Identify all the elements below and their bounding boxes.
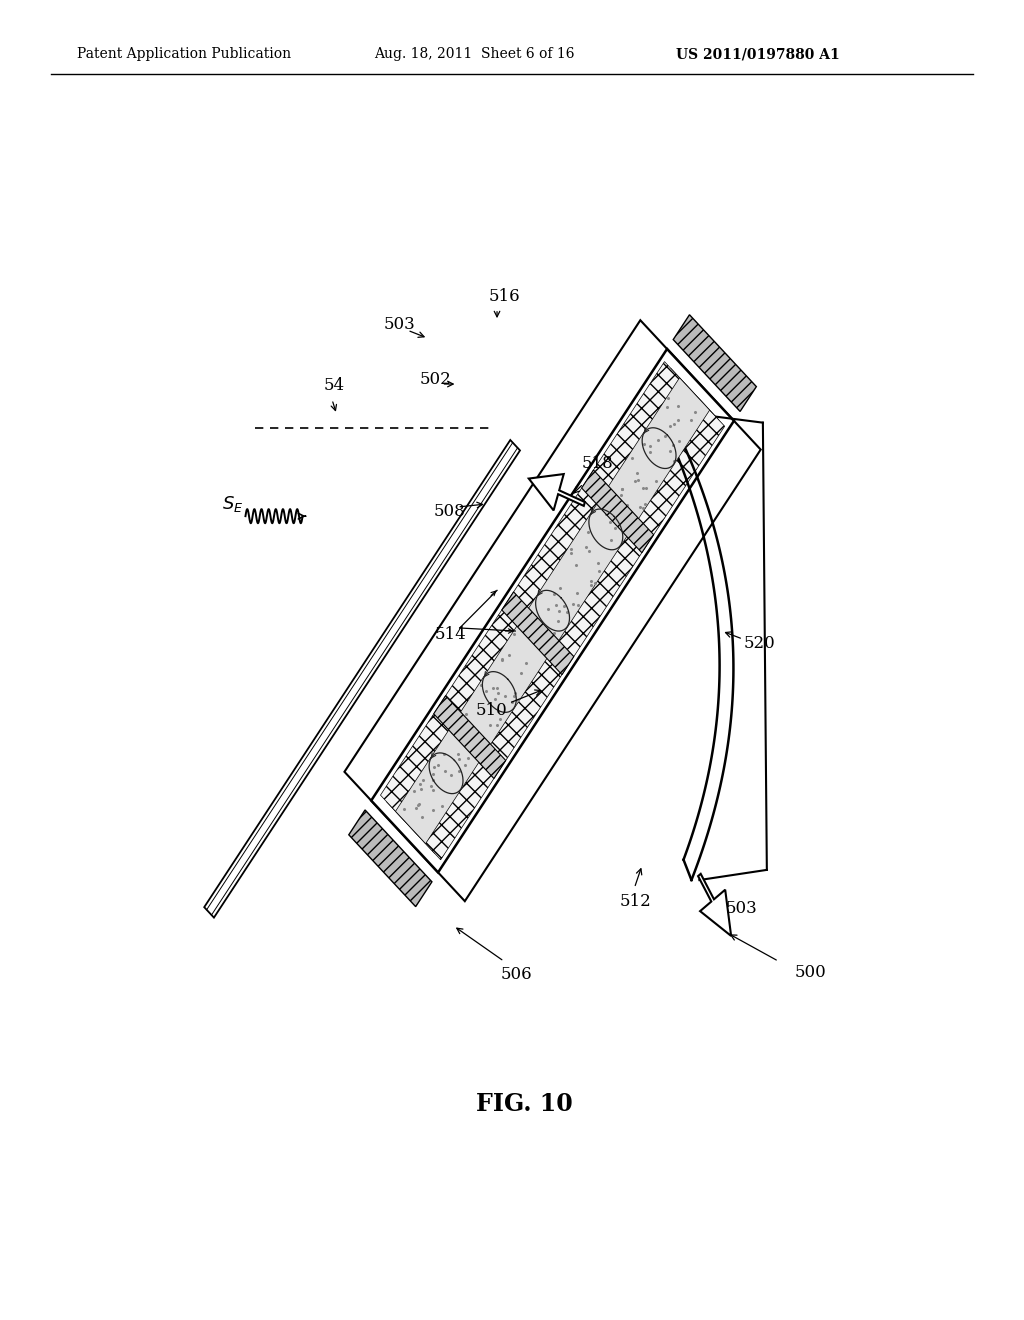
- Text: 502: 502: [419, 371, 451, 388]
- Text: 512: 512: [620, 894, 651, 911]
- Text: 508: 508: [433, 503, 465, 520]
- Text: 503: 503: [384, 317, 416, 333]
- Text: 54: 54: [324, 378, 344, 395]
- Polygon shape: [204, 440, 520, 917]
- Polygon shape: [395, 378, 710, 843]
- Polygon shape: [386, 368, 719, 853]
- Polygon shape: [372, 348, 734, 873]
- Text: Aug. 18, 2011  Sheet 6 of 16: Aug. 18, 2011 Sheet 6 of 16: [374, 48, 574, 61]
- Polygon shape: [381, 362, 725, 859]
- Text: 514: 514: [434, 626, 466, 643]
- Text: 506: 506: [501, 966, 532, 982]
- Text: 510: 510: [475, 702, 507, 719]
- FancyArrow shape: [698, 874, 731, 936]
- Polygon shape: [673, 314, 757, 412]
- Text: 520: 520: [743, 635, 775, 652]
- FancyArrow shape: [528, 474, 585, 511]
- Text: US 2011/0197880 A1: US 2011/0197880 A1: [676, 48, 840, 61]
- Text: FIG. 10: FIG. 10: [476, 1092, 573, 1115]
- Text: 516: 516: [489, 288, 521, 305]
- Text: $S_E$: $S_E$: [221, 494, 243, 513]
- Polygon shape: [502, 591, 573, 675]
- Polygon shape: [434, 696, 506, 779]
- Polygon shape: [349, 810, 432, 907]
- Polygon shape: [582, 470, 653, 553]
- Text: 503: 503: [726, 899, 758, 916]
- Polygon shape: [344, 321, 761, 902]
- Text: Patent Application Publication: Patent Application Publication: [77, 48, 291, 61]
- Text: 500: 500: [795, 964, 826, 981]
- Text: 518: 518: [582, 455, 613, 473]
